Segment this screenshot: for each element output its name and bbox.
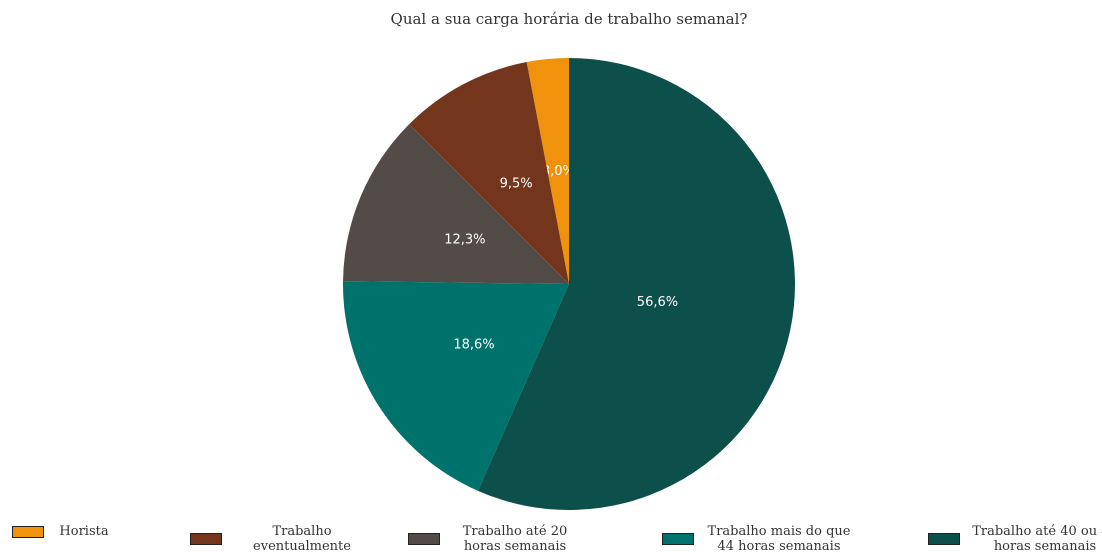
value-label: 3,0% bbox=[542, 164, 575, 179]
legend-swatch bbox=[662, 533, 694, 545]
legend-label: Horista bbox=[59, 524, 109, 539]
legend-item: Trabalho eventualmente bbox=[190, 524, 372, 554]
legend-item: Trabalho até 20 horas semanais bbox=[408, 524, 580, 554]
legend-item: Trabalho mais do que 44 horas semanais bbox=[662, 524, 854, 554]
pie-slice bbox=[343, 124, 569, 284]
value-label: 9,5% bbox=[500, 177, 533, 192]
legend-swatch bbox=[190, 533, 222, 545]
value-label: 18,6% bbox=[453, 338, 494, 353]
legend-swatch bbox=[928, 533, 960, 545]
legend-label: Trabalho eventualmente bbox=[253, 524, 351, 554]
legend-label: Trabalho mais do que 44 horas semanais bbox=[707, 524, 851, 554]
legend-item: Trabalho até 40 ou 44 horas semanais bbox=[928, 524, 1102, 554]
pie-slice bbox=[343, 281, 569, 491]
pie-slice bbox=[526, 58, 569, 284]
value-label: 12,3% bbox=[444, 233, 485, 248]
value-label: 56,6% bbox=[637, 295, 678, 310]
legend-swatch bbox=[408, 533, 440, 545]
pie-slice bbox=[477, 58, 795, 510]
legend-label: Trabalho até 20 horas semanais bbox=[462, 524, 568, 554]
pie-slice bbox=[409, 62, 569, 284]
legend-item: Horista bbox=[12, 524, 114, 539]
legend-swatch bbox=[12, 525, 44, 538]
chart-title: Qual a sua carga horária de trabalho sem… bbox=[391, 10, 748, 28]
legend-label: Trabalho até 40 ou 44 horas semanais bbox=[972, 524, 1102, 554]
